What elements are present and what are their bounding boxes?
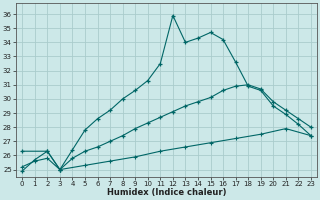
X-axis label: Humidex (Indice chaleur): Humidex (Indice chaleur) xyxy=(107,188,226,197)
